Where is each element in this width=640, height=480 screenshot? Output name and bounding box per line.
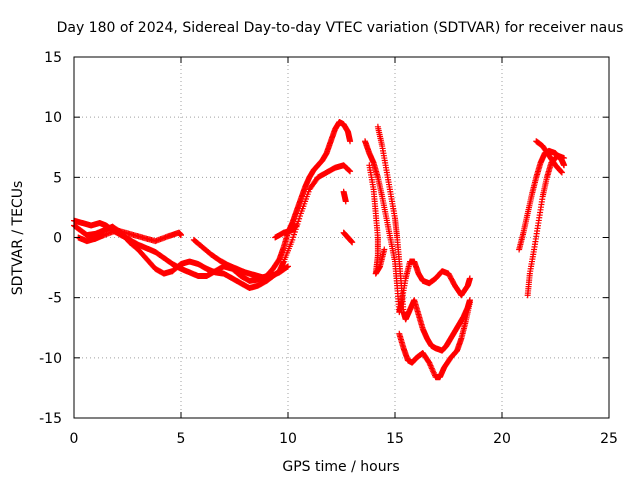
y-tick-label: 5: [53, 170, 62, 186]
data-point: [561, 155, 568, 162]
data-point: [290, 231, 297, 238]
series-track-i: [362, 138, 473, 316]
data-point: [345, 167, 352, 174]
series-track-j: [374, 123, 473, 354]
x-axis-label: GPS time / hours: [282, 459, 399, 475]
series-track-a: [71, 118, 354, 284]
x-tick-label: 20: [493, 431, 511, 447]
series-track-d: [190, 236, 291, 281]
x-tick-label: 15: [386, 431, 404, 447]
data-point: [347, 168, 354, 175]
axis-ticks: 0 5 10 15 20 25 -15 -10 -5 0 5 10 15: [39, 50, 618, 447]
data-point: [381, 246, 388, 253]
y-tick-label: -10: [39, 351, 62, 367]
series-track-g: [340, 229, 356, 246]
y-tick-label: 0: [53, 231, 62, 247]
data-point: [346, 167, 353, 174]
data-point: [290, 234, 297, 241]
data-point: [293, 222, 300, 229]
y-axis-label: SDTVAR / TECUs: [10, 181, 26, 296]
x-tick-label: 0: [70, 431, 79, 447]
series-track-k: [396, 299, 473, 381]
data-point: [342, 198, 349, 205]
grid-lines: [74, 57, 609, 418]
data-point: [349, 239, 356, 246]
y-tick-label: -15: [39, 411, 62, 427]
data-point: [558, 169, 565, 176]
data-point: [466, 299, 473, 306]
series-track-c: [75, 227, 184, 245]
x-tick-label: 25: [600, 431, 618, 447]
data-point: [296, 213, 303, 220]
data-point: [561, 162, 568, 169]
data-point: [295, 218, 302, 225]
y-tick-label: 10: [44, 110, 62, 126]
data-point: [178, 232, 184, 239]
series-track-e: [272, 222, 300, 241]
data-point: [558, 168, 565, 175]
data-point: [284, 263, 291, 270]
series-track-b: [71, 162, 354, 292]
data-point: [347, 138, 354, 145]
series-track-n: [533, 138, 565, 176]
series-track-l: [516, 147, 568, 253]
y-tick-label: 15: [44, 50, 62, 66]
data-point: [285, 263, 291, 270]
data-point: [466, 275, 473, 282]
data-point: [289, 236, 296, 243]
data-points: [71, 118, 568, 381]
data-point: [296, 215, 303, 222]
series-track-f: [340, 188, 349, 205]
y-tick-label: -5: [48, 291, 62, 307]
x-tick-label: 5: [177, 431, 186, 447]
series-track-h: [366, 162, 388, 277]
x-tick-label: 10: [279, 431, 297, 447]
chart-title: Day 180 of 2024, Sidereal Day-to-day VTE…: [57, 20, 624, 36]
